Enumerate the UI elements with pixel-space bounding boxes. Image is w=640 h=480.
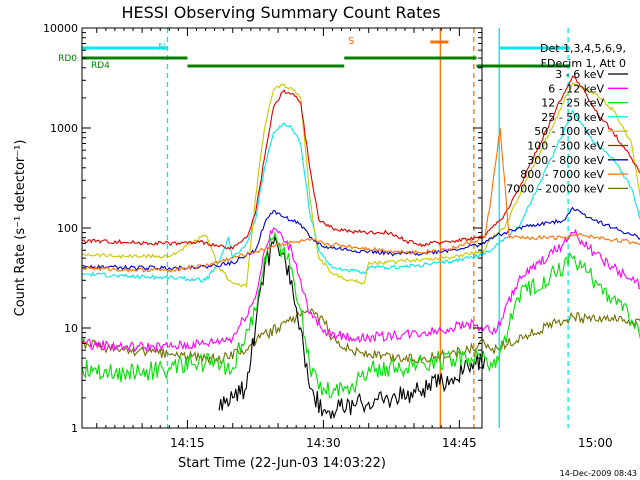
y-tick-label: 10 xyxy=(64,322,78,335)
x-tick-label: 14:15 xyxy=(170,436,205,450)
series-e800_7000 xyxy=(81,127,640,273)
series-lines xyxy=(81,75,640,420)
chart-title: HESSI Observing Summary Count Rates xyxy=(121,3,440,22)
flag-label-s: S xyxy=(348,36,354,47)
x-axis-label: Start Time (22-Jun-03 14:03:22) xyxy=(178,456,386,471)
y-axis-label: Count Rate (s⁻¹ detector⁻¹) xyxy=(13,140,28,317)
legend-entry-label: 25 - 50 keV xyxy=(541,111,604,124)
legend-entry-label: 12 - 25 keV xyxy=(541,97,604,110)
y-tick-label: 100 xyxy=(57,222,78,235)
legend-entry-label: 6 - 12 keV xyxy=(548,82,604,95)
x-tick-label: 14:30 xyxy=(306,436,341,450)
x-tick-label: 15:00 xyxy=(578,436,613,450)
series-e50_100 xyxy=(82,82,640,288)
legend-entry-label: 800 - 7000 keV xyxy=(520,168,604,181)
flag-bars: N S RD0 RD4 xyxy=(58,36,570,71)
legend-header-line: Det 1,3,4,5,6,9, xyxy=(540,42,626,55)
flag-label-rd0: RD0 xyxy=(58,54,77,64)
series-e7000_20000 xyxy=(81,308,640,365)
legend-entry-label: 3 - 6 keV xyxy=(555,68,604,81)
flag-label-n: N xyxy=(158,42,165,53)
series-e3_6 xyxy=(218,235,486,420)
legend-entry-label: 100 - 300 keV xyxy=(527,140,604,153)
legend: Det 1,3,4,5,6,9, FDecim 1, Att 03 - 6 keV… xyxy=(506,42,628,195)
plot-frame xyxy=(81,27,483,429)
y-tick-label: 10000 xyxy=(43,22,78,35)
flag-label-rd4: RD4 xyxy=(91,61,110,71)
legend-header-line: FDecim 1, Att 0 xyxy=(541,57,626,70)
series-e6_12 xyxy=(82,227,640,353)
series-e25_50 xyxy=(82,108,640,283)
legend-entry-label: 300 - 800 keV xyxy=(527,154,604,167)
legend-entry-label: 7000 - 20000 keV xyxy=(506,182,604,195)
footer-timestamp: 14-Dec-2009 08:43 xyxy=(560,469,637,478)
axes: 11010010001000014:1514:3014:4515:0015:15… xyxy=(43,22,613,450)
series-e100_300 xyxy=(82,75,640,250)
series-e12_25 xyxy=(81,231,640,399)
y-tick-label: 1 xyxy=(71,422,78,435)
x-tick-label: 14:45 xyxy=(442,436,477,450)
legend-entry-label: 50 - 100 keV xyxy=(534,125,604,138)
y-tick-label: 1000 xyxy=(50,122,78,135)
